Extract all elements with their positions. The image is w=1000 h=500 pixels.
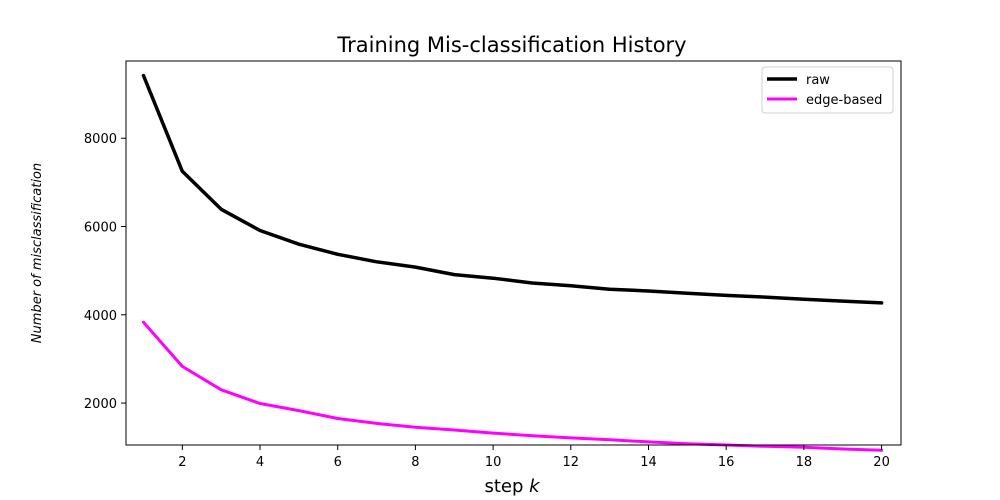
series-line-raw xyxy=(141,73,884,305)
x-tick-label: 10 xyxy=(485,455,502,470)
x-axis: 2 4 6 8 10 12 14 16 18 20 xyxy=(178,445,890,470)
x-tick-label: 14 xyxy=(640,455,657,470)
x-tick-label: 20 xyxy=(873,455,890,470)
plot-area xyxy=(141,73,884,452)
y-tick-label: 6000 xyxy=(84,221,117,236)
x-tick-label: 16 xyxy=(718,455,735,470)
series-line-edge-based xyxy=(142,320,884,452)
x-tick-label: 2 xyxy=(178,455,186,470)
plot-frame xyxy=(125,60,902,446)
y-tick-label: 8000 xyxy=(84,132,117,147)
x-axis-label: step k xyxy=(484,476,541,497)
y-tick-label: 2000 xyxy=(84,397,117,412)
legend: raw edge-based xyxy=(761,66,894,114)
legend-label-raw: raw xyxy=(806,73,830,88)
y-axis: 2000 4000 6000 8000 xyxy=(84,132,126,412)
y-tick-label: 4000 xyxy=(84,309,117,324)
x-tick-label: 6 xyxy=(334,455,342,470)
chart-title: Training Mis-classification History xyxy=(336,33,686,57)
y-axis-label: Number of misclassification xyxy=(30,163,45,343)
x-tick-label: 18 xyxy=(796,455,813,470)
x-tick-label: 12 xyxy=(563,455,580,470)
x-tick-label: 8 xyxy=(411,455,419,470)
x-tick-label: 4 xyxy=(256,455,264,470)
legend-label-edge-based: edge-based xyxy=(806,93,882,108)
